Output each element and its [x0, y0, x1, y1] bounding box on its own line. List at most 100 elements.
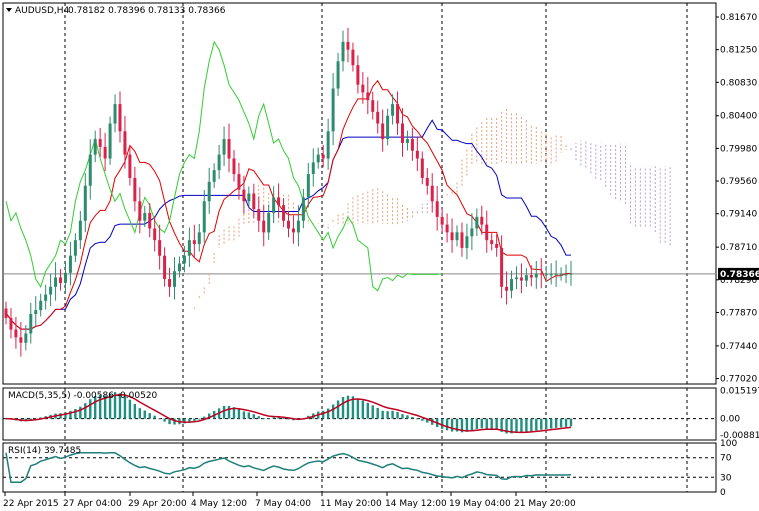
candle-82 — [410, 127, 414, 161]
x-tick-label-3: 4 May 12:00 — [191, 499, 247, 509]
candle-74 — [371, 91, 375, 120]
macd-bar-38 — [193, 418, 196, 421]
candle-33 — [168, 267, 172, 297]
y-tick-label-5: 0.79560 — [720, 177, 757, 187]
macd-panel-marks — [3, 392, 716, 434]
candle-63 — [316, 147, 320, 169]
candle-body-102 — [510, 279, 514, 291]
macd-bar-75 — [376, 407, 379, 419]
macd-bar-93 — [465, 418, 469, 432]
macd-y-tick-label-2: -0.008817 — [720, 431, 759, 441]
candle-body-53 — [267, 212, 271, 233]
candle-36 — [182, 245, 186, 273]
macd-bar-88 — [440, 418, 444, 429]
macd-bar-66 — [331, 404, 335, 419]
macd-bar-14 — [74, 408, 77, 419]
y-tick-label-3: 0.80400 — [720, 112, 757, 122]
macd-bar-106 — [530, 418, 533, 432]
macd-bar-30 — [153, 415, 156, 419]
candle-114 — [569, 260, 573, 286]
candle-54 — [272, 186, 276, 224]
candle-17 — [88, 139, 92, 200]
candle-body-83 — [415, 150, 419, 159]
candle-body-75 — [376, 111, 380, 124]
candle-body-110 — [549, 274, 553, 276]
macd-bar-36 — [183, 418, 186, 424]
candle-body-86 — [430, 185, 434, 202]
candle-96 — [480, 205, 484, 235]
y-tick-label-9: 0.77870 — [720, 308, 757, 318]
rsi-label: RSI(14) 39.7485 — [8, 446, 81, 456]
candle-body-56 — [282, 205, 286, 221]
macd-bar-11 — [59, 413, 62, 419]
rsi-y-tick-label-1: 70 — [720, 454, 732, 464]
candle-body-48 — [242, 189, 246, 202]
candle-body-43 — [217, 154, 221, 171]
candle-25 — [128, 146, 132, 186]
macd-bar-13 — [69, 410, 72, 419]
candle-109 — [544, 265, 548, 282]
candle-65 — [326, 118, 330, 170]
macd-bar-22 — [113, 392, 117, 419]
macd-bar-37 — [188, 418, 191, 422]
candle-body-107 — [534, 273, 538, 278]
candle-81 — [405, 130, 409, 151]
macd-bar-15 — [79, 406, 82, 419]
candle-14 — [73, 233, 77, 263]
candle-18 — [93, 130, 97, 163]
macd-label: MACD(5,35,5) -0.00586 -0.00520 — [8, 391, 158, 401]
candle-62 — [311, 148, 315, 187]
candle-111 — [554, 260, 558, 287]
candle-body-81 — [405, 139, 409, 143]
macd-bar-91 — [455, 418, 459, 432]
current-price-badge — [718, 267, 759, 280]
candle-body-74 — [371, 100, 375, 112]
macd-bar-77 — [386, 411, 389, 419]
candle-body-104 — [519, 277, 523, 281]
candle-87 — [435, 185, 439, 231]
macd-bar-46 — [232, 407, 236, 419]
candle-body-31 — [158, 240, 162, 256]
macd-bar-67 — [336, 400, 340, 419]
macd-bar-99 — [495, 418, 498, 430]
macd-bar-102 — [510, 418, 513, 434]
macd-bar-45 — [227, 405, 231, 419]
macd-bar-107 — [535, 418, 538, 431]
candle-body-30 — [153, 228, 157, 241]
macd-bar-54 — [272, 417, 275, 419]
y-tick-label-10: 0.77440 — [720, 342, 757, 352]
candle-body-26 — [133, 177, 137, 202]
candle-body-73 — [366, 92, 370, 101]
candle-body-28 — [143, 212, 147, 221]
candle-26 — [133, 166, 137, 212]
rsi-y-tick-label-0: 100 — [720, 439, 737, 449]
candle-53 — [267, 204, 271, 240]
candle-body-4 — [24, 333, 28, 343]
candle-body-51 — [257, 209, 261, 221]
macd-bar-105 — [525, 418, 528, 432]
candle-75 — [376, 100, 380, 134]
candle-70 — [351, 42, 355, 72]
main-panel-frame — [2, 2, 717, 385]
candle-57 — [287, 210, 290, 238]
macd-bar-17 — [89, 399, 92, 419]
candle-80 — [400, 108, 404, 157]
macd-bar-78 — [391, 410, 394, 419]
macd-bar-109 — [545, 418, 548, 430]
candle-body-47 — [237, 174, 241, 190]
tenkan-sen-line — [5, 79, 571, 330]
candle-body-91 — [455, 232, 459, 241]
macd-y-tick-label-1: 0.00 — [720, 415, 740, 425]
candle-8 — [44, 284, 48, 310]
macd-bar-40 — [203, 416, 206, 419]
candle-body-15 — [78, 220, 82, 241]
candle-body-64 — [321, 154, 325, 159]
candle-body-35 — [177, 263, 181, 272]
macd-bar-5 — [29, 418, 32, 420]
macd-bar-69 — [346, 395, 350, 419]
candle-body-78 — [391, 104, 395, 116]
candle-45 — [227, 123, 231, 173]
candle-body-72 — [361, 84, 365, 93]
candle-56 — [282, 198, 286, 228]
